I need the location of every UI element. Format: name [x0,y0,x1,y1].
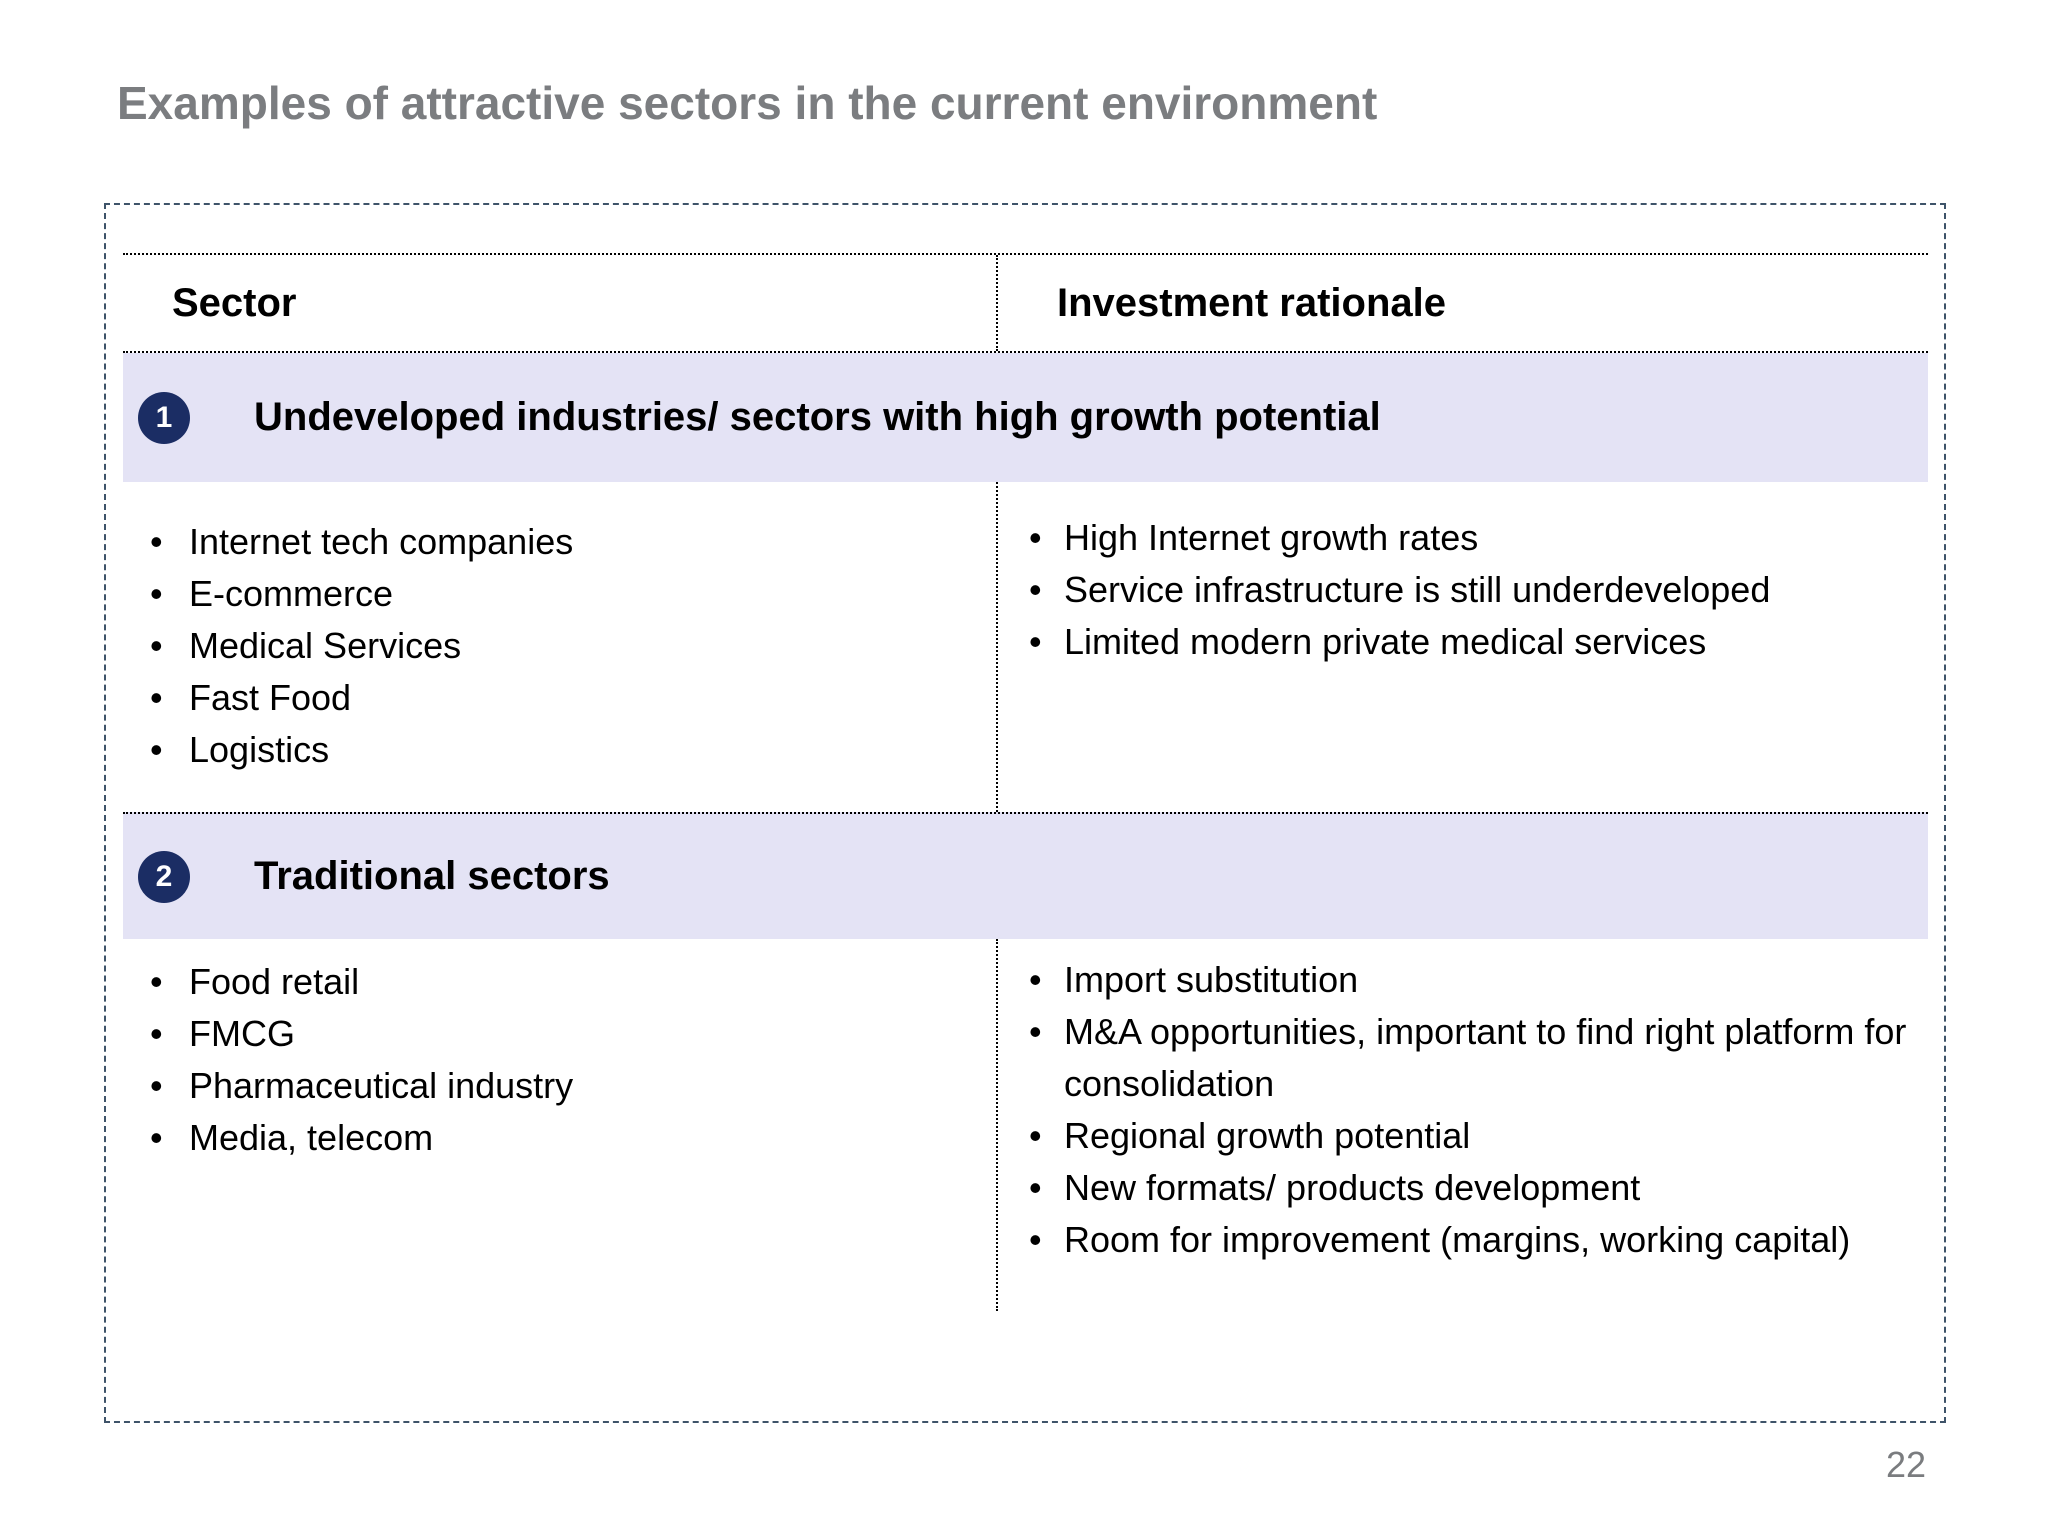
section-2-number: 2 [155,859,173,893]
section-1-number-badge: 1 [138,391,190,444]
bullet-item: Logistics [150,724,996,776]
section-1-rationale-cell: High Internet growth rates Service infra… [998,482,1928,812]
bullet-item: Import substitution [1029,954,1914,1006]
section-2-sector-cell: Food retail FMCG Pharmaceutical industry… [123,939,998,1311]
column-header-rationale: Investment rationale [1057,280,1447,325]
bullet-item: Regional growth potential [1029,1110,1914,1162]
section-1-sector-cell: Internet tech companies E-commerce Medic… [123,482,998,812]
section-2-rationale-cell: Import substitution M&A opportunities, i… [998,939,1928,1311]
bullet-item: Room for improvement (margins, working c… [1029,1214,1914,1266]
bullet-item: Limited modern private medical services [1029,616,1914,668]
slide-title: Examples of attractive sectors in the cu… [117,77,1378,129]
bullet-item: FMCG [150,1008,996,1060]
section-2-band: 2 Traditional sectors [123,812,1928,939]
bullet-item: Medical Services [150,620,996,672]
section-1-body-row: Internet tech companies E-commerce Medic… [123,482,1928,812]
section-2-number-badge: 2 [138,850,190,903]
column-header-sector: Sector [123,255,998,351]
table-header-row: Sector Investment rationale [123,253,1928,353]
section-1-band: 1 Undeveloped industries/ sectors with h… [123,353,1928,482]
bullet-item: Service infrastructure is still underdev… [1029,564,1914,616]
bullet-item: New formats/ products development [1029,1162,1914,1214]
bullet-item: E-commerce [150,568,996,620]
bullet-item: Fast Food [150,672,996,724]
section-2-sector-list: Food retail FMCG Pharmaceutical industry… [123,956,996,1164]
dashed-frame: Sector Investment rationale 1 Undevelope… [104,203,1946,1423]
section-2-rationale-list: Import substitution M&A opportunities, i… [998,954,1914,1266]
section-1-rationale-list: High Internet growth rates Service infra… [998,512,1914,668]
bullet-item: High Internet growth rates [1029,512,1914,564]
section-2-heading: Traditional sectors [254,854,610,898]
section-2-body-row: Food retail FMCG Pharmaceutical industry… [123,939,1928,1311]
section-1-number: 1 [155,400,173,434]
bullet-item: Pharmaceutical industry [150,1060,996,1112]
page-number: 22 [1886,1444,1927,1485]
sectors-table: Sector Investment rationale 1 Undevelope… [123,253,1928,1311]
section-1-heading: Undeveloped industries/ sectors with hig… [254,395,1381,439]
bullet-item: Internet tech companies [150,516,996,568]
bullet-item: M&A opportunities, important to find rig… [1029,1006,1914,1110]
section-1-sector-list: Internet tech companies E-commerce Medic… [123,516,996,776]
bullet-item: Media, telecom [150,1112,996,1164]
bullet-item: Food retail [150,956,996,1008]
